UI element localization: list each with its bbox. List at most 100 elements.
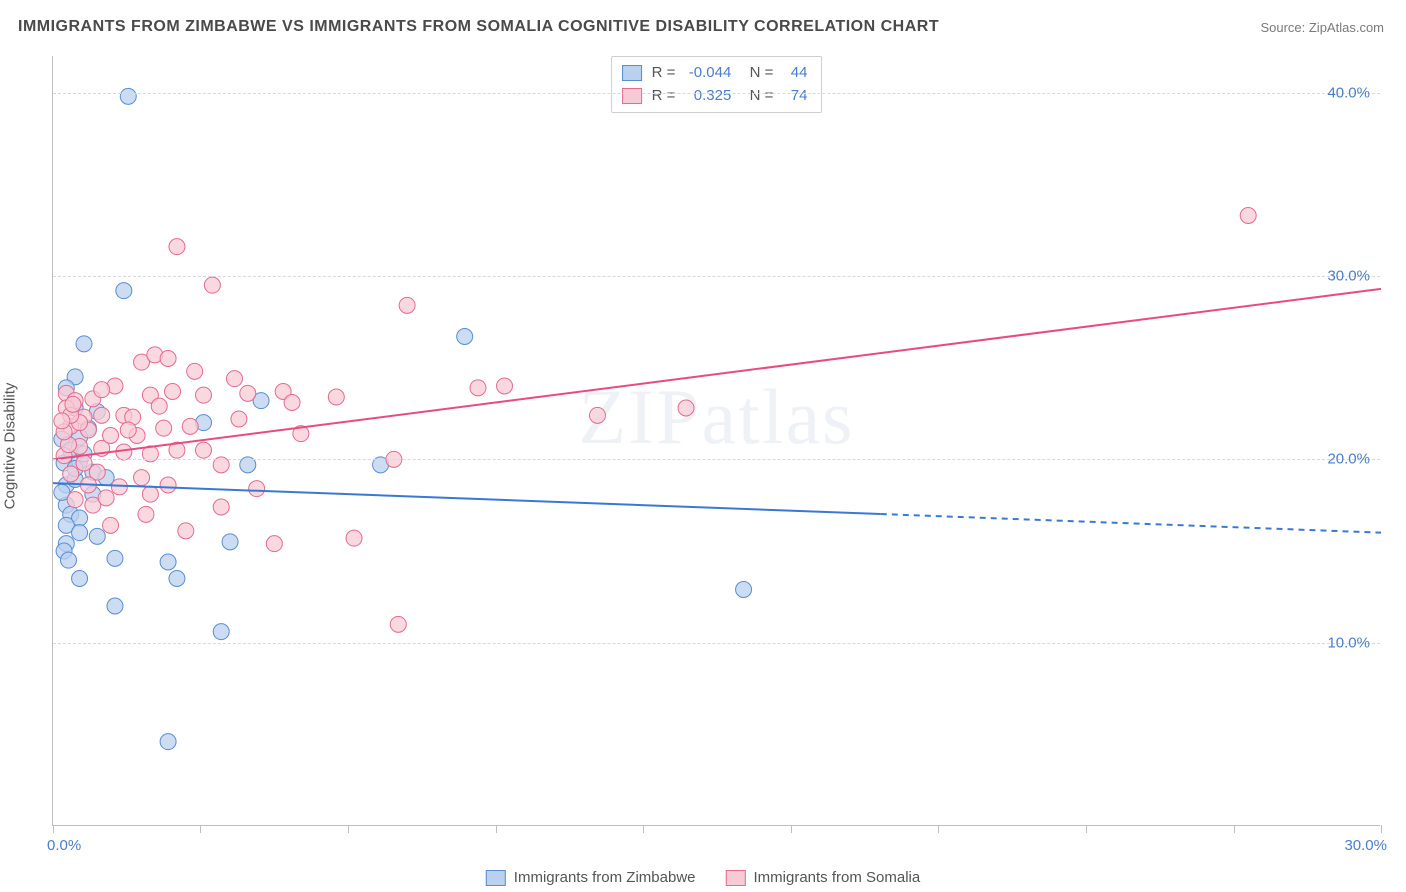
data-point bbox=[160, 734, 176, 750]
plot-area: ZIPatlas R = -0.044 N = 44 R = 0.325 N =… bbox=[52, 56, 1380, 826]
data-point bbox=[134, 470, 150, 486]
data-point bbox=[213, 624, 229, 640]
data-point bbox=[182, 418, 198, 434]
data-point bbox=[103, 428, 119, 444]
x-tick-label: 30.0% bbox=[1344, 837, 1387, 854]
gridline bbox=[53, 93, 1380, 94]
gridline bbox=[53, 643, 1380, 644]
data-point bbox=[103, 517, 119, 533]
swatch-somalia bbox=[622, 88, 642, 104]
data-point bbox=[346, 530, 362, 546]
data-point bbox=[116, 444, 132, 460]
data-point bbox=[72, 571, 88, 587]
chart-svg bbox=[53, 56, 1380, 825]
x-tick bbox=[1234, 825, 1235, 833]
gridline bbox=[53, 459, 1380, 460]
gridline bbox=[53, 276, 1380, 277]
data-point bbox=[231, 411, 247, 427]
data-point bbox=[249, 481, 265, 497]
data-point bbox=[160, 554, 176, 570]
x-tick bbox=[200, 825, 201, 833]
legend-correlation-box: R = -0.044 N = 44 R = 0.325 N = 74 bbox=[611, 56, 823, 113]
data-point bbox=[678, 400, 694, 416]
data-point bbox=[457, 329, 473, 345]
data-point bbox=[196, 442, 212, 458]
x-tick bbox=[643, 825, 644, 833]
data-point bbox=[222, 534, 238, 550]
data-point bbox=[470, 380, 486, 396]
data-point bbox=[187, 363, 203, 379]
legend-bottom: Immigrants from Zimbabwe Immigrants from… bbox=[486, 869, 920, 886]
data-point bbox=[60, 552, 76, 568]
data-point bbox=[160, 477, 176, 493]
data-point bbox=[589, 407, 605, 423]
data-point bbox=[98, 490, 114, 506]
data-point bbox=[204, 277, 220, 293]
data-point bbox=[72, 525, 88, 541]
data-point bbox=[178, 523, 194, 539]
data-point bbox=[120, 422, 136, 438]
data-point bbox=[116, 283, 132, 299]
data-point bbox=[63, 466, 79, 482]
data-point bbox=[94, 407, 110, 423]
data-point bbox=[138, 506, 154, 522]
data-point bbox=[89, 528, 105, 544]
x-tick bbox=[496, 825, 497, 833]
swatch-zimbabwe bbox=[486, 870, 506, 886]
data-point bbox=[107, 550, 123, 566]
x-tick bbox=[1381, 825, 1382, 833]
data-point bbox=[226, 371, 242, 387]
r-value-somalia: 0.325 bbox=[681, 85, 731, 108]
data-point bbox=[156, 420, 172, 436]
data-point bbox=[169, 239, 185, 255]
y-axis-label: Cognitive Disability bbox=[2, 383, 19, 510]
legend-label-somalia: Immigrants from Somalia bbox=[754, 869, 921, 886]
trend-line bbox=[53, 483, 881, 514]
trend-line bbox=[881, 514, 1381, 533]
r-label: R = bbox=[652, 62, 676, 85]
swatch-zimbabwe bbox=[622, 65, 642, 81]
r-label: R = bbox=[652, 85, 676, 108]
data-point bbox=[196, 387, 212, 403]
data-point bbox=[151, 398, 167, 414]
x-tick bbox=[348, 825, 349, 833]
data-point bbox=[284, 395, 300, 411]
data-point bbox=[65, 396, 81, 412]
source-label: Source: ZipAtlas.com bbox=[1260, 20, 1384, 35]
y-tick-label: 20.0% bbox=[1327, 451, 1370, 468]
data-point bbox=[54, 413, 70, 429]
data-point bbox=[213, 499, 229, 515]
x-tick bbox=[53, 825, 54, 833]
data-point bbox=[120, 88, 136, 104]
data-point bbox=[497, 378, 513, 394]
data-point bbox=[1240, 208, 1256, 224]
data-point bbox=[736, 582, 752, 598]
n-value-somalia: 74 bbox=[779, 85, 807, 108]
legend-label-zimbabwe: Immigrants from Zimbabwe bbox=[514, 869, 696, 886]
n-value-zimbabwe: 44 bbox=[779, 62, 807, 85]
legend-item-zimbabwe: Immigrants from Zimbabwe bbox=[486, 869, 696, 886]
data-point bbox=[107, 598, 123, 614]
data-point bbox=[160, 351, 176, 367]
data-point bbox=[67, 492, 83, 508]
n-label: N = bbox=[741, 62, 773, 85]
data-point bbox=[399, 297, 415, 313]
data-point bbox=[76, 336, 92, 352]
data-point bbox=[390, 616, 406, 632]
data-point bbox=[169, 571, 185, 587]
legend-item-somalia: Immigrants from Somalia bbox=[726, 869, 921, 886]
legend-row-somalia: R = 0.325 N = 74 bbox=[622, 85, 808, 108]
data-point bbox=[240, 385, 256, 401]
data-point bbox=[328, 389, 344, 405]
trend-line bbox=[53, 289, 1381, 460]
data-point bbox=[142, 486, 158, 502]
y-tick-label: 40.0% bbox=[1327, 84, 1370, 101]
x-tick-label: 0.0% bbox=[47, 837, 81, 854]
y-tick-label: 10.0% bbox=[1327, 634, 1370, 651]
legend-row-zimbabwe: R = -0.044 N = 44 bbox=[622, 62, 808, 85]
n-label: N = bbox=[741, 85, 773, 108]
data-point bbox=[266, 536, 282, 552]
data-point bbox=[94, 382, 110, 398]
y-tick-label: 30.0% bbox=[1327, 268, 1370, 285]
chart-title: IMMIGRANTS FROM ZIMBABWE VS IMMIGRANTS F… bbox=[18, 18, 939, 36]
